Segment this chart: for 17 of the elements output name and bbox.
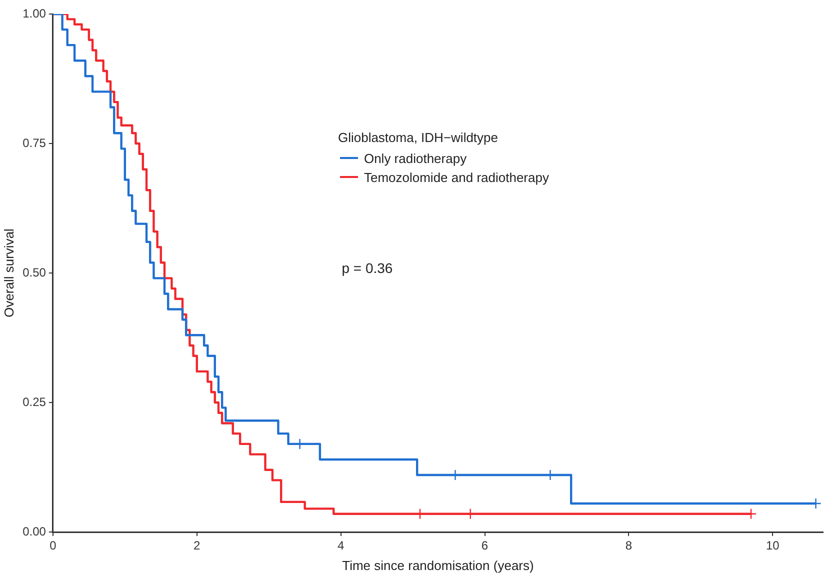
legend-label: Temozolomide and radiotherapy xyxy=(364,168,549,187)
y-tick-label: 0.75 xyxy=(22,136,46,150)
x-tick-label: 6 xyxy=(481,538,488,553)
y-tick-label: 0.50 xyxy=(22,265,46,280)
y-tick-label: 0.00 xyxy=(22,524,46,538)
y-tick-label: 0.25 xyxy=(22,394,46,409)
annotation: p = 0.36 xyxy=(342,260,393,276)
x-tick-label: 2 xyxy=(194,538,201,553)
y-axis-title: Overall survival xyxy=(1,228,16,318)
x-tick-label: 8 xyxy=(625,538,632,553)
x-tick-label: 0 xyxy=(50,538,57,553)
x-axis-title: Time since randomisation (years) xyxy=(342,558,534,573)
y-tick-label: 1.00 xyxy=(22,6,46,20)
legend-label: Only radiotherapy xyxy=(364,150,467,168)
x-tick-label: 4 xyxy=(337,538,344,553)
legend-title: Glioblastoma, IDH−wildtype xyxy=(338,128,500,147)
x-tick-label: 10 xyxy=(766,538,780,553)
